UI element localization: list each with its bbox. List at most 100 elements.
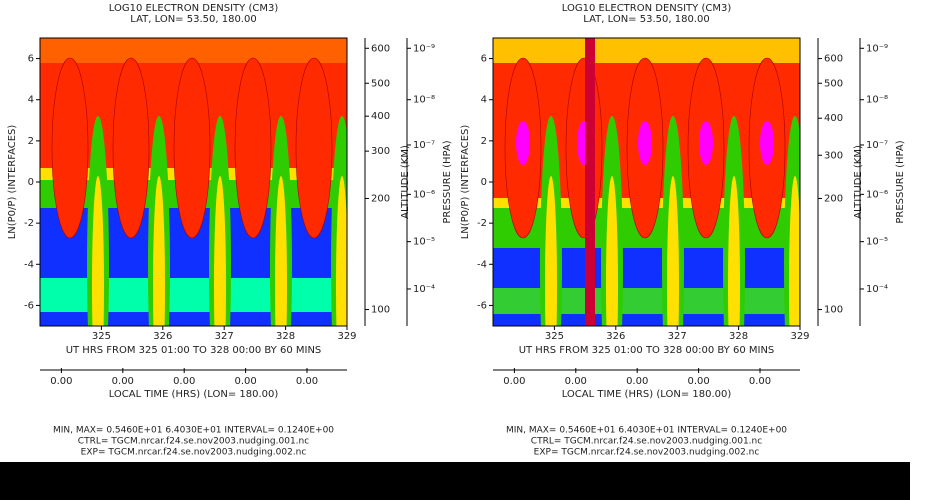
contour-field [493, 38, 800, 326]
y-tick-label: -6 [24, 300, 34, 311]
chart-title: LOG10 ELECTRON DENSITY (CM3) [562, 3, 732, 14]
contour-trough [728, 176, 740, 326]
alt-tick-label: 200 [824, 193, 843, 204]
chart-title: LAT, LON= 53.50, 180.00 [130, 14, 256, 25]
lt-axis-label: LOCAL TIME (HRS) (LON= 180.00) [562, 389, 732, 400]
x-tick-label: 327 [215, 331, 234, 342]
alt-axis-label: ALTITUDE (KM) [400, 145, 411, 219]
alt-tick-label: 600 [371, 43, 390, 54]
lt-tick-label: 0.00 [565, 376, 587, 387]
note: EXP= TGCM.nrcar.f24.se.nov2003.nudging.0… [534, 448, 760, 458]
y-tick-label: -4 [24, 259, 34, 270]
x-tick-label: 325 [545, 331, 564, 342]
lt-tick-label: 0.00 [687, 376, 709, 387]
chart-title: LAT, LON= 53.50, 180.00 [583, 14, 709, 25]
lt-tick-label: 0.00 [173, 376, 195, 387]
y-tick-label: 2 [481, 136, 487, 147]
contour-field [40, 38, 347, 326]
pressure-axis-label: PRESSURE (HPA) [895, 140, 906, 223]
pressure-tick-label: 10⁻⁹ [413, 43, 435, 54]
x-tick-label: 326 [153, 331, 172, 342]
alt-tick-label: 500 [371, 78, 390, 89]
x-tick-label: 328 [729, 331, 748, 342]
pressure-tick-label: 10⁻⁴ [413, 284, 435, 295]
contour-peak [516, 121, 530, 165]
contour-band [40, 278, 347, 312]
contour-trough [606, 176, 618, 326]
y-tick-label: 6 [28, 54, 34, 65]
contour-peak [234, 57, 272, 239]
contour-peak [295, 57, 333, 239]
y-axis-label: LN(P0/P) (INTERFACES) [460, 125, 471, 240]
x-axis-label: UT HRS FROM 325 01:00 TO 328 00:00 BY 60… [66, 345, 322, 356]
contour-trough [92, 176, 104, 326]
pressure-tick-label: 10⁻⁶ [413, 189, 435, 200]
contour-peak [173, 57, 211, 239]
x-tick-label: 329 [337, 331, 356, 342]
alt-tick-label: 500 [824, 78, 843, 89]
pressure-tick-label: 10⁻⁴ [866, 284, 888, 295]
lt-tick-label: 0.00 [50, 376, 72, 387]
alt-axis-label: ALTITUDE (KM) [853, 145, 864, 219]
pressure-tick-label: 10⁻⁷ [866, 140, 888, 151]
contour-trough [153, 176, 165, 326]
x-tick-label: 327 [668, 331, 687, 342]
y-tick-label: 2 [28, 136, 34, 147]
lt-tick-label: 0.00 [234, 376, 256, 387]
x-tick-label: 329 [790, 331, 809, 342]
x-tick-label: 325 [92, 331, 111, 342]
alt-tick-label: 200 [371, 193, 390, 204]
note: MIN, MAX= 0.5460E+01 6.4030E+01 INTERVAL… [506, 426, 787, 436]
lt-tick-label: 0.00 [626, 376, 648, 387]
contour-peak [638, 121, 652, 165]
pressure-tick-label: 10⁻⁸ [413, 95, 435, 106]
note: CTRL= TGCM.nrcar.f24.se.nov2003.nudging.… [531, 437, 762, 447]
contour-trough [667, 176, 679, 326]
contour-peak [699, 121, 713, 165]
x-tick-label: 328 [276, 331, 295, 342]
contour-trough [275, 176, 287, 326]
pressure-tick-label: 10⁻⁷ [413, 140, 435, 151]
alt-tick-label: 100 [371, 305, 390, 316]
contour-trough [789, 176, 800, 326]
y-tick-label: 6 [481, 54, 487, 65]
contour-band [493, 248, 800, 288]
alt-tick-label: 300 [371, 146, 390, 157]
contour-trough [214, 176, 226, 326]
lt-axis-label: LOCAL TIME (HRS) (LON= 180.00) [109, 389, 279, 400]
alt-tick-label: 400 [371, 111, 390, 122]
x-tick-label: 326 [606, 331, 625, 342]
y-tick-label: 4 [481, 95, 487, 106]
contour-band [585, 38, 595, 326]
contour-peak [112, 57, 150, 239]
y-tick-label: -2 [477, 218, 487, 229]
contour-peak [760, 121, 774, 165]
x-axis-label: UT HRS FROM 325 01:00 TO 328 00:00 BY 60… [519, 345, 775, 356]
pressure-tick-label: 10⁻⁹ [866, 43, 888, 54]
alt-tick-label: 600 [824, 54, 843, 65]
lt-tick-label: 0.00 [749, 376, 771, 387]
alt-tick-label: 400 [824, 113, 843, 124]
y-tick-label: 4 [28, 95, 34, 106]
contour-band [493, 288, 800, 314]
contour-band [40, 312, 347, 326]
chart-title: LOG10 ELECTRON DENSITY (CM3) [109, 3, 279, 14]
lt-tick-label: 0.00 [503, 376, 525, 387]
alt-tick-label: 300 [824, 150, 843, 161]
note: EXP= TGCM.nrcar.f24.se.nov2003.nudging.0… [81, 448, 307, 458]
contour-band [493, 314, 800, 326]
lt-tick-label: 0.00 [296, 376, 318, 387]
y-tick-label: -2 [24, 218, 34, 229]
note: MIN, MAX= 0.5460E+01 6.4030E+01 INTERVAL… [53, 426, 334, 436]
contour-peak [51, 57, 89, 239]
y-tick-label: -4 [477, 259, 487, 270]
pressure-tick-label: 10⁻⁸ [866, 95, 888, 106]
pressure-tick-label: 10⁻⁶ [866, 189, 888, 200]
pressure-axis-label: PRESSURE (HPA) [442, 140, 453, 223]
contour-trough [336, 176, 347, 326]
alt-tick-label: 100 [824, 305, 843, 316]
y-axis-label: LN(P0/P) (INTERFACES) [7, 125, 18, 240]
contour-trough [545, 176, 557, 326]
pressure-tick-label: 10⁻⁵ [413, 237, 435, 248]
